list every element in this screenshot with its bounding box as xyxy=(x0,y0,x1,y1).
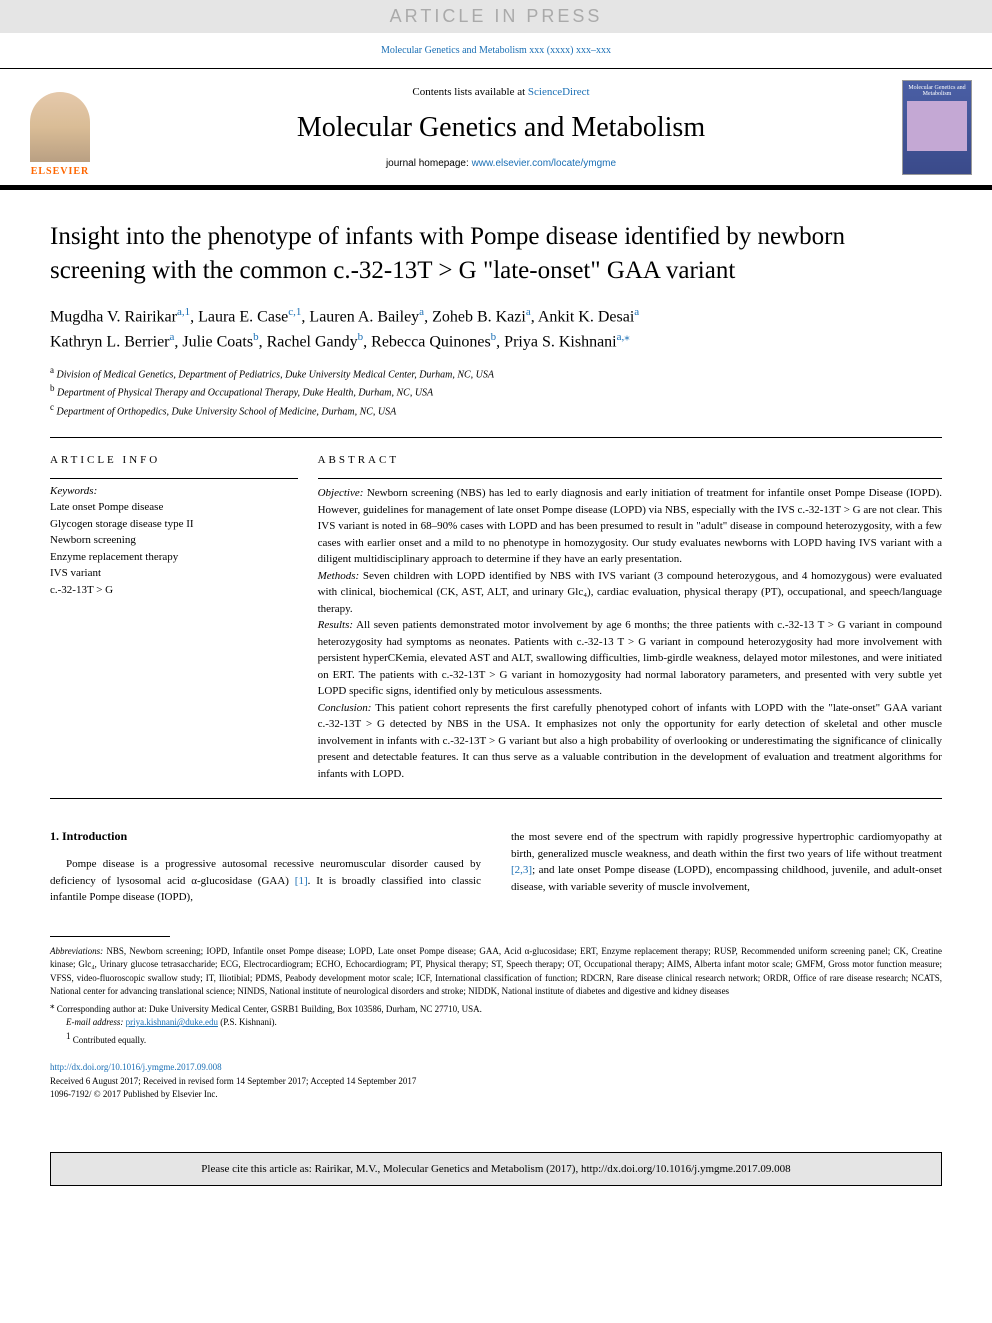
keywords-list: Late onset Pompe diseaseGlycogen storage… xyxy=(50,499,298,598)
journal-homepage: journal homepage: www.elsevier.com/locat… xyxy=(100,158,902,169)
abstract-paragraph: Results: All seven patients demonstrated… xyxy=(318,617,942,700)
contributed-text: Contributed equally. xyxy=(71,1035,147,1045)
author-sup: a,1 xyxy=(177,306,190,318)
homepage-link[interactable]: www.elsevier.com/locate/ymgme xyxy=(472,158,617,169)
author-sup: b xyxy=(358,331,364,343)
intro-col2-before: the most severe end of the spectrum with… xyxy=(511,831,942,860)
copyright-line: 1096-7192/ © 2017 Published by Elsevier … xyxy=(50,1088,942,1102)
cover-image xyxy=(907,101,967,151)
affiliations: a Division of Medical Genetics, Departme… xyxy=(50,364,942,419)
affiliation-line: b Department of Physical Therapy and Occ… xyxy=(50,382,942,400)
abbrev-label: Abbreviations: xyxy=(50,946,103,956)
keyword-item: Newborn screening xyxy=(50,532,298,549)
author-name: Lauren A. Bailey xyxy=(309,308,419,325)
email-line: E-mail address: priya.kishnani@duke.edu … xyxy=(50,1016,942,1030)
abstract-paragraph: Methods: Seven children with LOPD identi… xyxy=(318,568,942,618)
citation-link-23[interactable]: [2,3] xyxy=(511,864,532,876)
author-name: Kathryn L. Berrier xyxy=(50,333,170,350)
keyword-item: Glycogen storage disease type II xyxy=(50,516,298,533)
author-sup: a xyxy=(526,306,531,318)
article-info-heading: ARTICLE INFO xyxy=(50,454,298,466)
article-in-press-banner: ARTICLE IN PRESS xyxy=(0,0,992,33)
intro-col-right: the most severe end of the spectrum with… xyxy=(511,829,942,906)
author-sup: b xyxy=(491,331,497,343)
keyword-item: Enzyme replacement therapy xyxy=(50,549,298,566)
corresponding-text: Corresponding author at: Duke University… xyxy=(55,1004,482,1014)
authors: Mugdha V. Rairikara,1, Laura E. Casec,1,… xyxy=(50,304,942,355)
content-area: Insight into the phenotype of infants wi… xyxy=(0,190,992,1132)
abstract-section-label: Conclusion: xyxy=(318,702,372,714)
journal-title: Molecular Genetics and Metabolism xyxy=(100,112,902,144)
abstract-section-label: Results: xyxy=(318,619,353,631)
abstract-paragraph: Objective: Newborn screening (NBS) has l… xyxy=(318,485,942,568)
contributed-equally: 1 Contributed equally. xyxy=(50,1030,942,1048)
homepage-prefix: journal homepage: xyxy=(386,158,472,169)
author-sup: b xyxy=(253,331,259,343)
keyword-item: IVS variant xyxy=(50,565,298,582)
keyword-item: Late onset Pompe disease xyxy=(50,499,298,516)
affiliation-line: a Division of Medical Genetics, Departme… xyxy=(50,364,942,382)
cover-title: Molecular Genetics and Metabolism xyxy=(907,85,967,97)
intro-text-right: the most severe end of the spectrum with… xyxy=(511,829,942,895)
author-sup: a xyxy=(170,331,175,343)
email-suffix: (P.S. Kishnani). xyxy=(218,1017,277,1027)
author-name: Rachel Gandy xyxy=(267,333,358,350)
doi-section: http://dx.doi.org/10.1016/j.ymgme.2017.0… xyxy=(50,1061,942,1102)
author-sup: a xyxy=(419,306,424,318)
thin-rule-bottom xyxy=(50,798,942,799)
abstract-section-label: Objective: xyxy=(318,487,364,499)
intro-col2-after: ; and late onset Pompe disease (LOPD), e… xyxy=(511,864,942,893)
corresponding-author: ⁎ Corresponding author at: Duke Universi… xyxy=(50,999,942,1017)
intro-text-left: Pompe disease is a progressive autosomal… xyxy=(50,856,481,906)
footer-rule xyxy=(50,936,170,937)
citation-box: Please cite this article as: Rairikar, M… xyxy=(50,1152,942,1186)
article-info-column: ARTICLE INFO Keywords: Late onset Pompe … xyxy=(50,454,318,782)
author-name: Mugdha V. Rairikar xyxy=(50,308,177,325)
received-dates: Received 6 August 2017; Received in revi… xyxy=(50,1075,942,1089)
abstract-paragraph: Conclusion: This patient cohort represen… xyxy=(318,700,942,783)
journal-header: ELSEVIER Contents lists available at Sci… xyxy=(0,68,992,186)
contents-prefix: Contents lists available at xyxy=(412,86,527,98)
journal-cover-thumbnail: Molecular Genetics and Metabolism xyxy=(902,80,972,175)
info-abstract-row: ARTICLE INFO Keywords: Late onset Pompe … xyxy=(50,438,942,798)
abstract-heading: ABSTRACT xyxy=(318,454,942,466)
elsevier-logo: ELSEVIER xyxy=(20,77,100,177)
elsevier-tree-icon xyxy=(30,92,90,162)
abbreviations: Abbreviations: NBS, Newborn screening; I… xyxy=(50,945,942,999)
abstract-column: ABSTRACT Objective: Newborn screening (N… xyxy=(318,454,942,782)
author-name: Ankit K. Desai xyxy=(538,308,634,325)
author-name: Rebecca Quinones xyxy=(371,333,491,350)
author-name: Priya S. Kishnani xyxy=(504,333,616,350)
abstract-section-label: Methods: xyxy=(318,570,360,582)
author-name: Julie Coats xyxy=(182,333,253,350)
sciencedirect-link[interactable]: ScienceDirect xyxy=(528,86,590,98)
keyword-item: c.-32-13T > G xyxy=(50,582,298,599)
author-name: Laura E. Case xyxy=(198,308,288,325)
introduction-section: 1. Introduction Pompe disease is a progr… xyxy=(50,829,942,906)
email-link[interactable]: priya.kishnani@duke.edu xyxy=(126,1017,218,1027)
abstract-text: Objective: Newborn screening (NBS) has l… xyxy=(318,478,942,782)
journal-reference: Molecular Genetics and Metabolism xxx (x… xyxy=(0,33,992,68)
doi-link[interactable]: http://dx.doi.org/10.1016/j.ymgme.2017.0… xyxy=(50,1061,942,1075)
article-title: Insight into the phenotype of infants wi… xyxy=(50,220,942,288)
keywords-label: Keywords: xyxy=(50,478,298,497)
email-label: E-mail address: xyxy=(66,1017,123,1027)
author-sup: a xyxy=(634,306,639,318)
header-center: Contents lists available at ScienceDirec… xyxy=(100,86,902,169)
affiliation-line: c Department of Orthopedics, Duke Univer… xyxy=(50,401,942,419)
intro-heading: 1. Introduction xyxy=(50,829,481,844)
elsevier-label: ELSEVIER xyxy=(31,166,90,177)
author-sup: c,1 xyxy=(288,306,301,318)
contents-available: Contents lists available at ScienceDirec… xyxy=(100,86,902,98)
author-name: Zoheb B. Kazi xyxy=(432,308,526,325)
author-sup: a,⁎ xyxy=(617,331,630,343)
abbrev-text: NBS, Newborn screening; IOPD, Infantile … xyxy=(50,946,942,997)
intro-col-left: 1. Introduction Pompe disease is a progr… xyxy=(50,829,481,906)
citation-link-1[interactable]: [1] xyxy=(295,875,308,887)
